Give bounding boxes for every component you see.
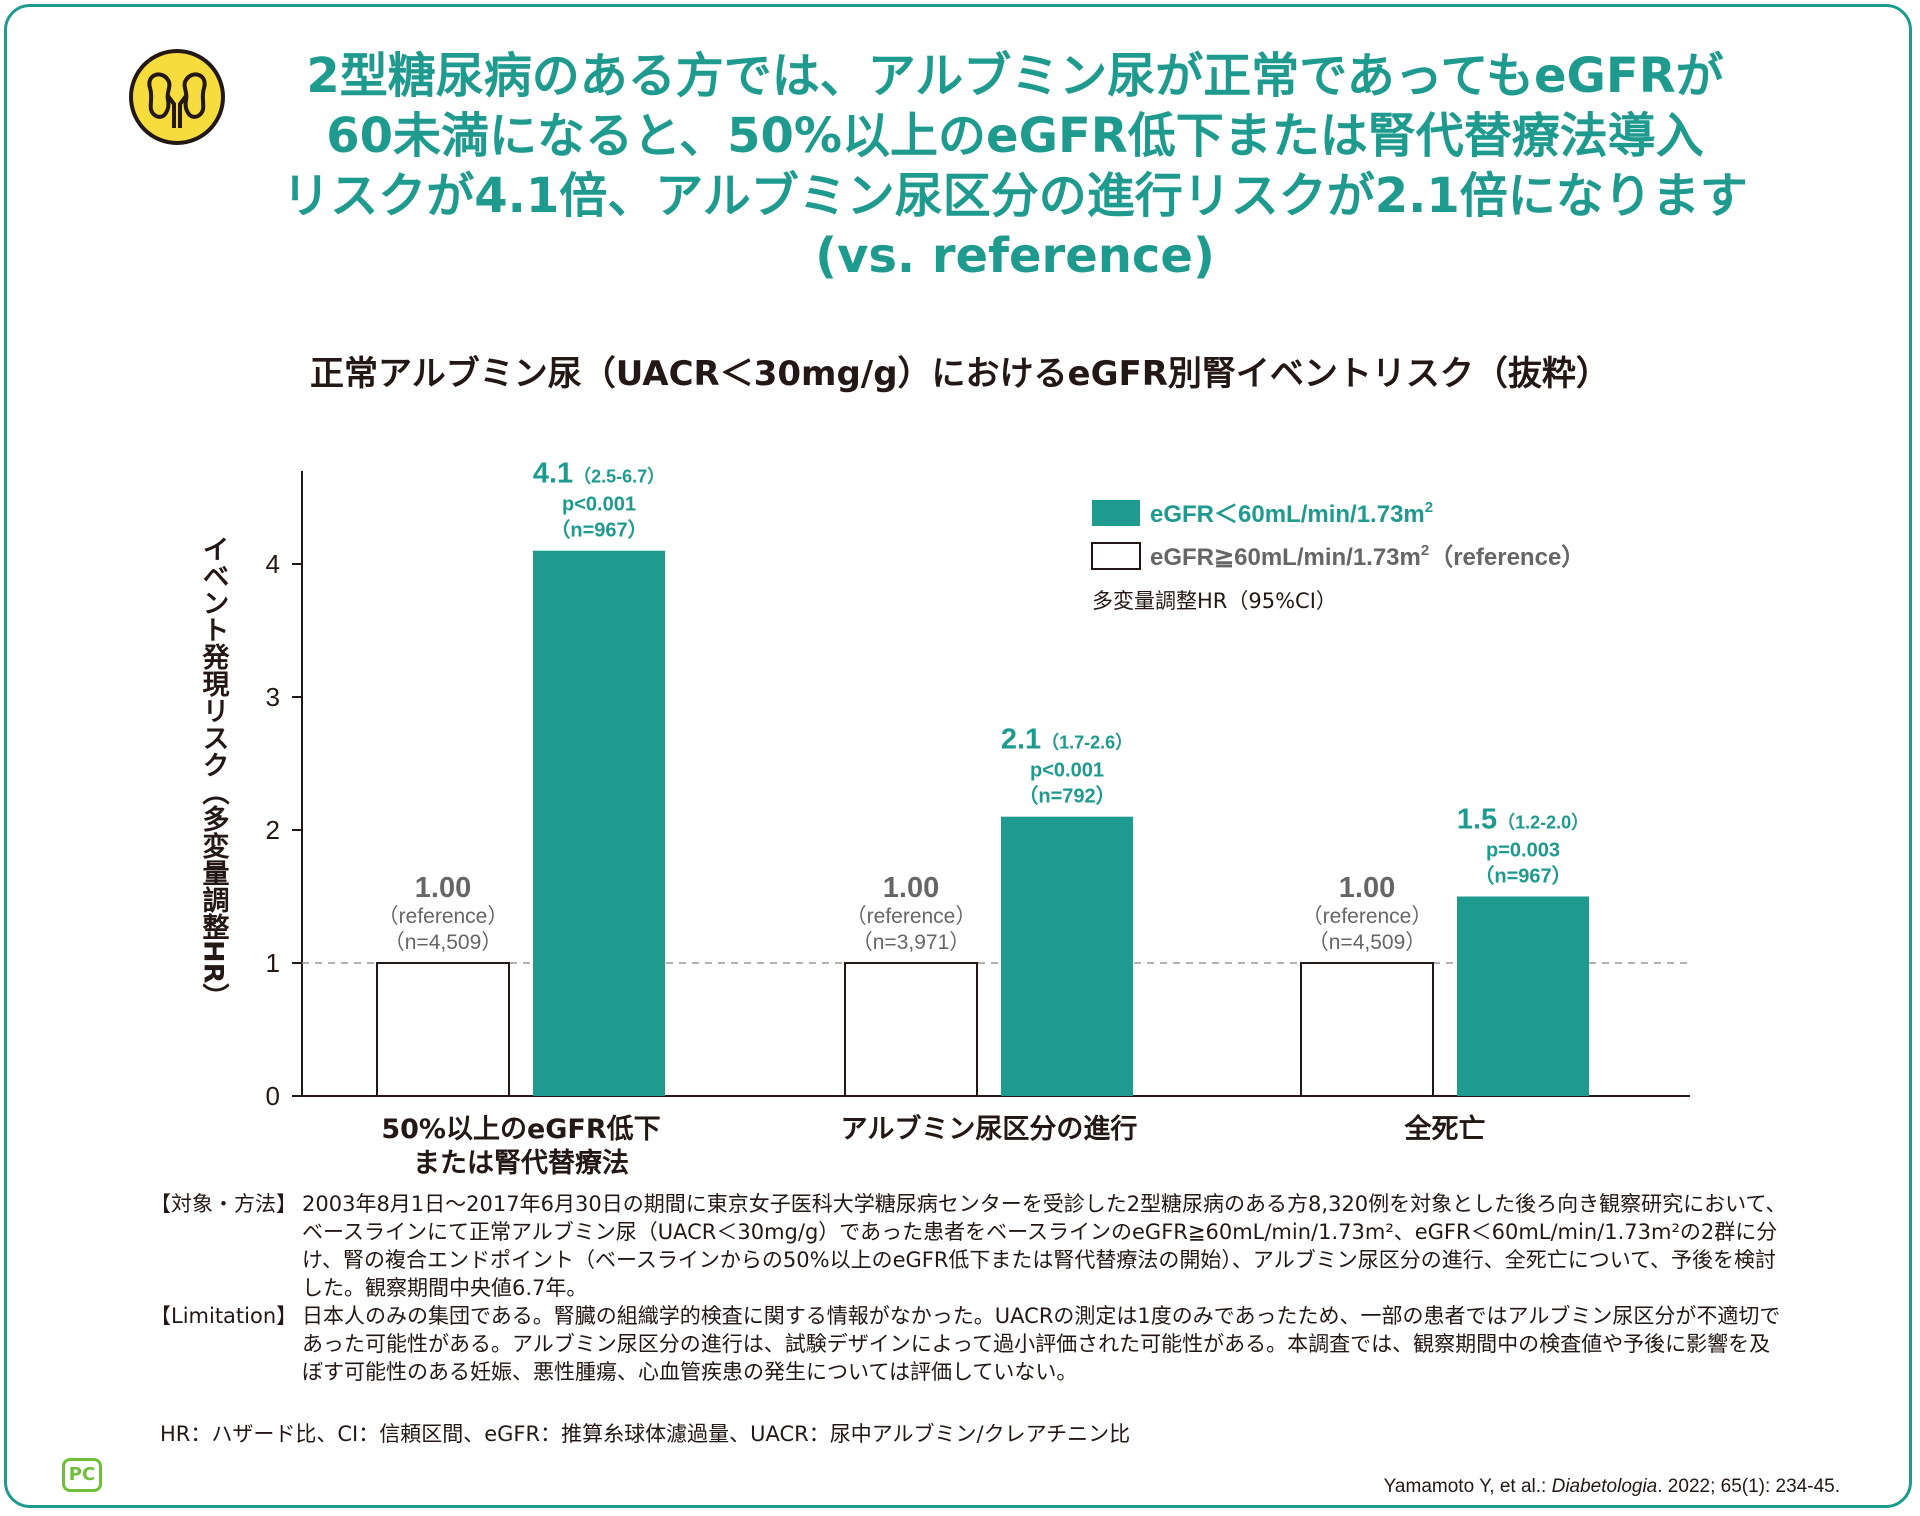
ref-value-label: 1.00	[883, 872, 939, 904]
slide-frame	[4, 4, 1912, 1508]
citation: Yamamoto Y, et al.: Diabetologia. 2022; …	[1384, 1476, 1840, 1498]
hr-value-label: 2.1（1.7-2.6）	[1001, 724, 1133, 756]
y-tick-label: 0	[266, 1081, 280, 1111]
y-tick-label: 3	[266, 682, 280, 712]
ref-n-label: （n=4,509）	[384, 931, 503, 954]
hr-value-label: 4.1（2.5-6.7）	[533, 458, 665, 490]
legend-label-egfr-low: eGFR＜60mL/min/1.73m2	[1150, 499, 1433, 528]
title-line: 60未満になると、50%以上のeGFR低下または腎代替療法導入	[326, 108, 1704, 164]
x-category-label: 50%以上のeGFR低下	[381, 1114, 660, 1145]
title-line: (vs. reference)	[815, 228, 1215, 284]
citation-journal: Diabetologia	[1551, 1476, 1658, 1497]
ref-tag-label: （reference）	[1302, 905, 1433, 928]
legend-note: 多変量調整HR（95%CI）	[1092, 589, 1337, 613]
hr-n-label: （n=967）	[1474, 865, 1571, 888]
y-tick-label: 2	[266, 815, 280, 845]
x-category-label: または腎代替療法	[413, 1148, 629, 1179]
hr-p-label: p=0.003	[1486, 840, 1560, 862]
x-category-label: 全死亡	[1404, 1113, 1486, 1145]
title-line: 2型糖尿病のある方では、アルブミン尿が正常であってもeGFRが	[306, 48, 1724, 104]
bar-reference	[376, 962, 510, 1097]
note-text: 日本人のみの集団である。腎臓の組織学的検査に関する情報がなかった。UACRの測定…	[302, 1304, 1781, 1384]
legend-swatch-egfr-low	[1092, 500, 1140, 526]
abbreviations: HR：ハザード比、CI：信頼区間、eGFR：推算糸球体濾過量、UACR：尿中アル…	[160, 1422, 1131, 1446]
ref-value-label: 1.00	[415, 872, 471, 904]
hr-value-label: 1.5（1.2-2.0）	[1457, 804, 1589, 836]
chart-title: 正常アルブミン尿（UACR＜30mg/g）におけるeGFR別腎イベントリスク（抜…	[310, 354, 1610, 394]
note-limitation: 【Limitation】 日本人のみの集団である。腎臓の組織学的検査に関する情報…	[150, 1302, 1790, 1386]
kidney-icon	[129, 49, 225, 145]
bar-egfr-low	[1001, 816, 1133, 1096]
x-category-label: アルブミン尿区分の進行	[841, 1113, 1138, 1145]
notes: 【対象・方法】 2003年8月1日～2017年6月30日の期間に東京女子医科大学…	[150, 1190, 1790, 1386]
ref-value-label: 1.00	[1339, 872, 1395, 904]
pc-logo: PC	[62, 1458, 102, 1492]
note-methods: 【対象・方法】 2003年8月1日～2017年6月30日の期間に東京女子医科大学…	[150, 1190, 1790, 1302]
hr-n-label: （n=967）	[550, 519, 647, 542]
hr-p-label: p<0.001	[562, 494, 636, 516]
title-line: リスクが4.1倍、アルブミン尿区分の進行リスクが2.1倍になります	[282, 168, 1748, 224]
ref-n-label: （n=3,971）	[852, 931, 971, 954]
y-tick-label: 1	[266, 948, 280, 978]
ref-n-label: （n=4,509）	[1308, 931, 1427, 954]
citation-authors: Yamamoto Y, et al.:	[1383, 1476, 1552, 1497]
citation-details: . 2022; 65(1): 234-45.	[1657, 1476, 1840, 1497]
bar-reference	[1300, 962, 1434, 1097]
y-tick-label: 4	[266, 549, 280, 579]
hr-p-label: p<0.001	[1030, 760, 1104, 782]
legend-label-reference: eGFR≧60mL/min/1.73m2（reference）	[1150, 542, 1585, 571]
note-label: 【Limitation】	[150, 1304, 298, 1328]
ref-tag-label: （reference）	[846, 905, 977, 928]
bar-egfr-low	[1457, 896, 1589, 1096]
note-label: 【対象・方法】	[150, 1192, 297, 1216]
y-axis-label: イベント発現リスク（多変量調整HR）	[198, 535, 231, 1010]
legend-swatch-reference	[1091, 542, 1141, 570]
page-title: 2型糖尿病のある方では、アルブミン尿が正常であってもeGFRが 60未満になると…	[210, 46, 1820, 286]
bar-reference	[844, 962, 978, 1097]
note-text: 2003年8月1日～2017年6月30日の期間に東京女子医科大学糖尿病センターを…	[302, 1192, 1787, 1300]
hr-n-label: （n=792）	[1018, 785, 1115, 808]
ref-tag-label: （reference）	[378, 905, 509, 928]
bar-egfr-low	[533, 550, 665, 1096]
